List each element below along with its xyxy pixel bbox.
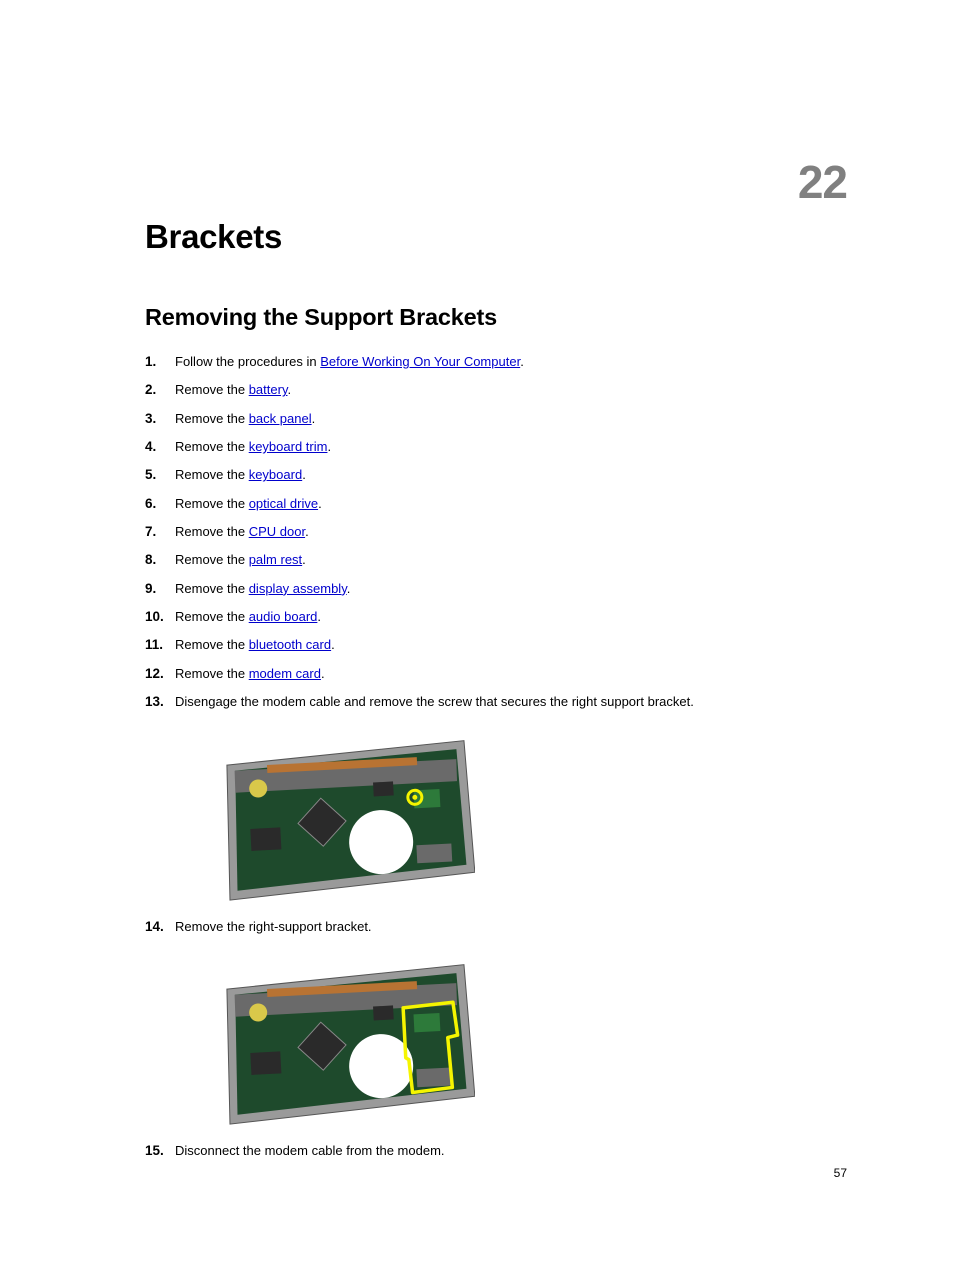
link-display-assembly[interactable]: display assembly: [249, 581, 347, 596]
link-audio-board[interactable]: audio board: [249, 609, 318, 624]
step-post: .: [287, 382, 291, 397]
figure-bracket-outline: [205, 943, 475, 1128]
step-5: Remove the keyboard.: [145, 466, 847, 484]
step-15: Disconnect the modem cable from the mode…: [145, 1142, 847, 1160]
step-3: Remove the back panel.: [145, 410, 847, 428]
step-text: Disengage the modem cable and remove the…: [175, 694, 694, 709]
link-keyboard[interactable]: keyboard: [249, 467, 302, 482]
step-6: Remove the optical drive.: [145, 495, 847, 513]
step-8: Remove the palm rest.: [145, 551, 847, 569]
step-post: .: [305, 524, 309, 539]
step-2: Remove the battery.: [145, 381, 847, 399]
step-4: Remove the keyboard trim.: [145, 438, 847, 456]
step-text: Disconnect the modem cable from the mode…: [175, 1143, 445, 1158]
section-title: Removing the Support Brackets: [145, 304, 847, 331]
page-number: 57: [834, 1166, 847, 1180]
step-10: Remove the audio board.: [145, 608, 847, 626]
step-post: .: [302, 467, 306, 482]
step-pre: Remove the: [175, 439, 249, 454]
step-7: Remove the CPU door.: [145, 523, 847, 541]
step-post: .: [321, 666, 325, 681]
chapter-title: Brackets: [145, 218, 847, 256]
chapter-number: 22: [798, 155, 847, 209]
step-pre: Remove the: [175, 581, 249, 596]
step-post: .: [318, 496, 322, 511]
step-11: Remove the bluetooth card.: [145, 636, 847, 654]
link-back-panel[interactable]: back panel: [249, 411, 312, 426]
steps-list: Follow the procedures in Before Working …: [145, 353, 847, 1160]
step-post: .: [331, 637, 335, 652]
step-pre: Remove the: [175, 496, 249, 511]
step-14: Remove the right-support bracket.: [145, 918, 847, 1129]
step-pre: Remove the: [175, 637, 249, 652]
step-post: .: [317, 609, 321, 624]
step-post: .: [520, 354, 524, 369]
step-post: .: [327, 439, 331, 454]
link-palm-rest[interactable]: palm rest: [249, 552, 302, 567]
step-pre: Remove the: [175, 467, 249, 482]
step-post: .: [312, 411, 316, 426]
step-text: Remove the right-support bracket.: [175, 919, 372, 934]
link-modem-card[interactable]: modem card: [249, 666, 321, 681]
link-battery[interactable]: battery: [249, 382, 288, 397]
step-pre: Remove the: [175, 411, 249, 426]
step-pre: Follow the procedures in: [175, 354, 320, 369]
link-cpu-door[interactable]: CPU door: [249, 524, 305, 539]
step-13: Disengage the modem cable and remove the…: [145, 693, 847, 904]
step-12: Remove the modem card.: [145, 665, 847, 683]
step-post: .: [302, 552, 306, 567]
step-pre: Remove the: [175, 552, 249, 567]
link-before-working[interactable]: Before Working On Your Computer: [320, 354, 520, 369]
step-pre: Remove the: [175, 524, 249, 539]
figure-screw-highlight: [205, 719, 475, 904]
link-keyboard-trim[interactable]: keyboard trim: [249, 439, 328, 454]
link-optical-drive[interactable]: optical drive: [249, 496, 318, 511]
link-bluetooth-card[interactable]: bluetooth card: [249, 637, 331, 652]
step-pre: Remove the: [175, 382, 249, 397]
step-1: Follow the procedures in Before Working …: [145, 353, 847, 371]
step-9: Remove the display assembly.: [145, 580, 847, 598]
step-post: .: [347, 581, 351, 596]
step-pre: Remove the: [175, 666, 249, 681]
step-pre: Remove the: [175, 609, 249, 624]
